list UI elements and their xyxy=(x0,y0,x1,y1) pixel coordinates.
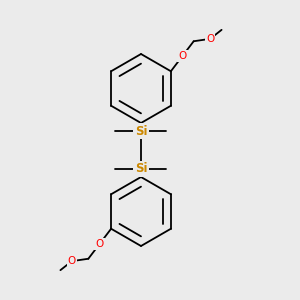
Text: Si: Si xyxy=(135,124,147,138)
Text: O: O xyxy=(96,239,104,249)
Text: Si: Si xyxy=(135,162,147,176)
Text: O: O xyxy=(68,256,76,266)
Text: O: O xyxy=(206,34,214,44)
Text: O: O xyxy=(178,51,186,61)
